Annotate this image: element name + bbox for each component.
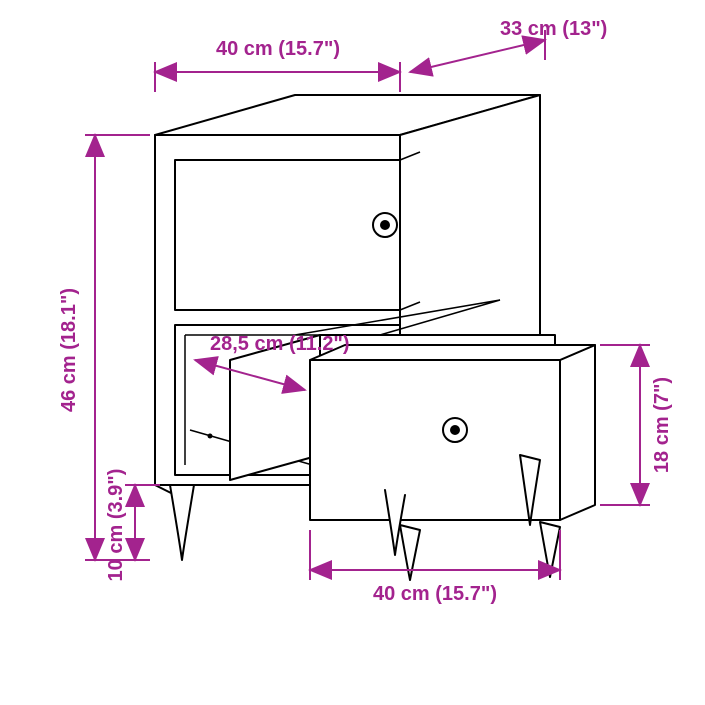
dim-dwidth-in: (15.7") [435,583,497,605]
dim-dheight-in: (7") [651,377,673,411]
lower-drawer-open [230,335,595,520]
svg-text:33 cm (13"): 33 cm (13") [500,18,607,40]
dim-width-cm: 40 cm [216,38,273,60]
dim-leg-cm: 10 cm [105,525,127,582]
dim-height-in: (18.1") [58,288,80,350]
dim-dwidth-cm: 40 cm [373,583,430,605]
svg-text:40 cm (15.7"): 40 cm (15.7") [216,38,340,60]
dim-dheight-cm: 18 cm [651,416,673,473]
dim-width-in: (15.7") [278,38,340,60]
svg-text:10 cm (3.9"): 10 cm (3.9") [105,469,127,582]
dim-drawer-height: 18 cm (7") [600,345,673,505]
dim-depth-in: (13") [562,18,607,40]
dim-width: 40 cm (15.7") [155,38,400,92]
svg-text:18 cm (7"): 18 cm (7") [651,377,673,473]
dim-depth-cm: 33 cm [500,18,557,40]
dim-height-cm: 46 cm [58,355,80,412]
dimension-drawing: 40 cm (15.7") 33 cm (13") 46 cm (18.1") … [0,0,705,705]
svg-text:46 cm (18.1"): 46 cm (18.1") [58,288,80,412]
dim-depth: 33 cm (13") [410,18,607,72]
svg-text:28,5 cm (11.2"): 28,5 cm (11.2") [210,333,350,355]
dim-height: 46 cm (18.1") [58,135,150,560]
dim-ddepth-in: (11.2") [289,333,350,355]
dim-leg: 10 cm (3.9") [105,469,160,582]
svg-text:40 cm (15.7"): 40 cm (15.7") [373,583,497,605]
dim-ddepth-cm: 28,5 cm [210,333,283,355]
dim-leg-in: (3.9") [105,469,127,520]
dim-drawer-width: 40 cm (15.7") [310,530,560,605]
